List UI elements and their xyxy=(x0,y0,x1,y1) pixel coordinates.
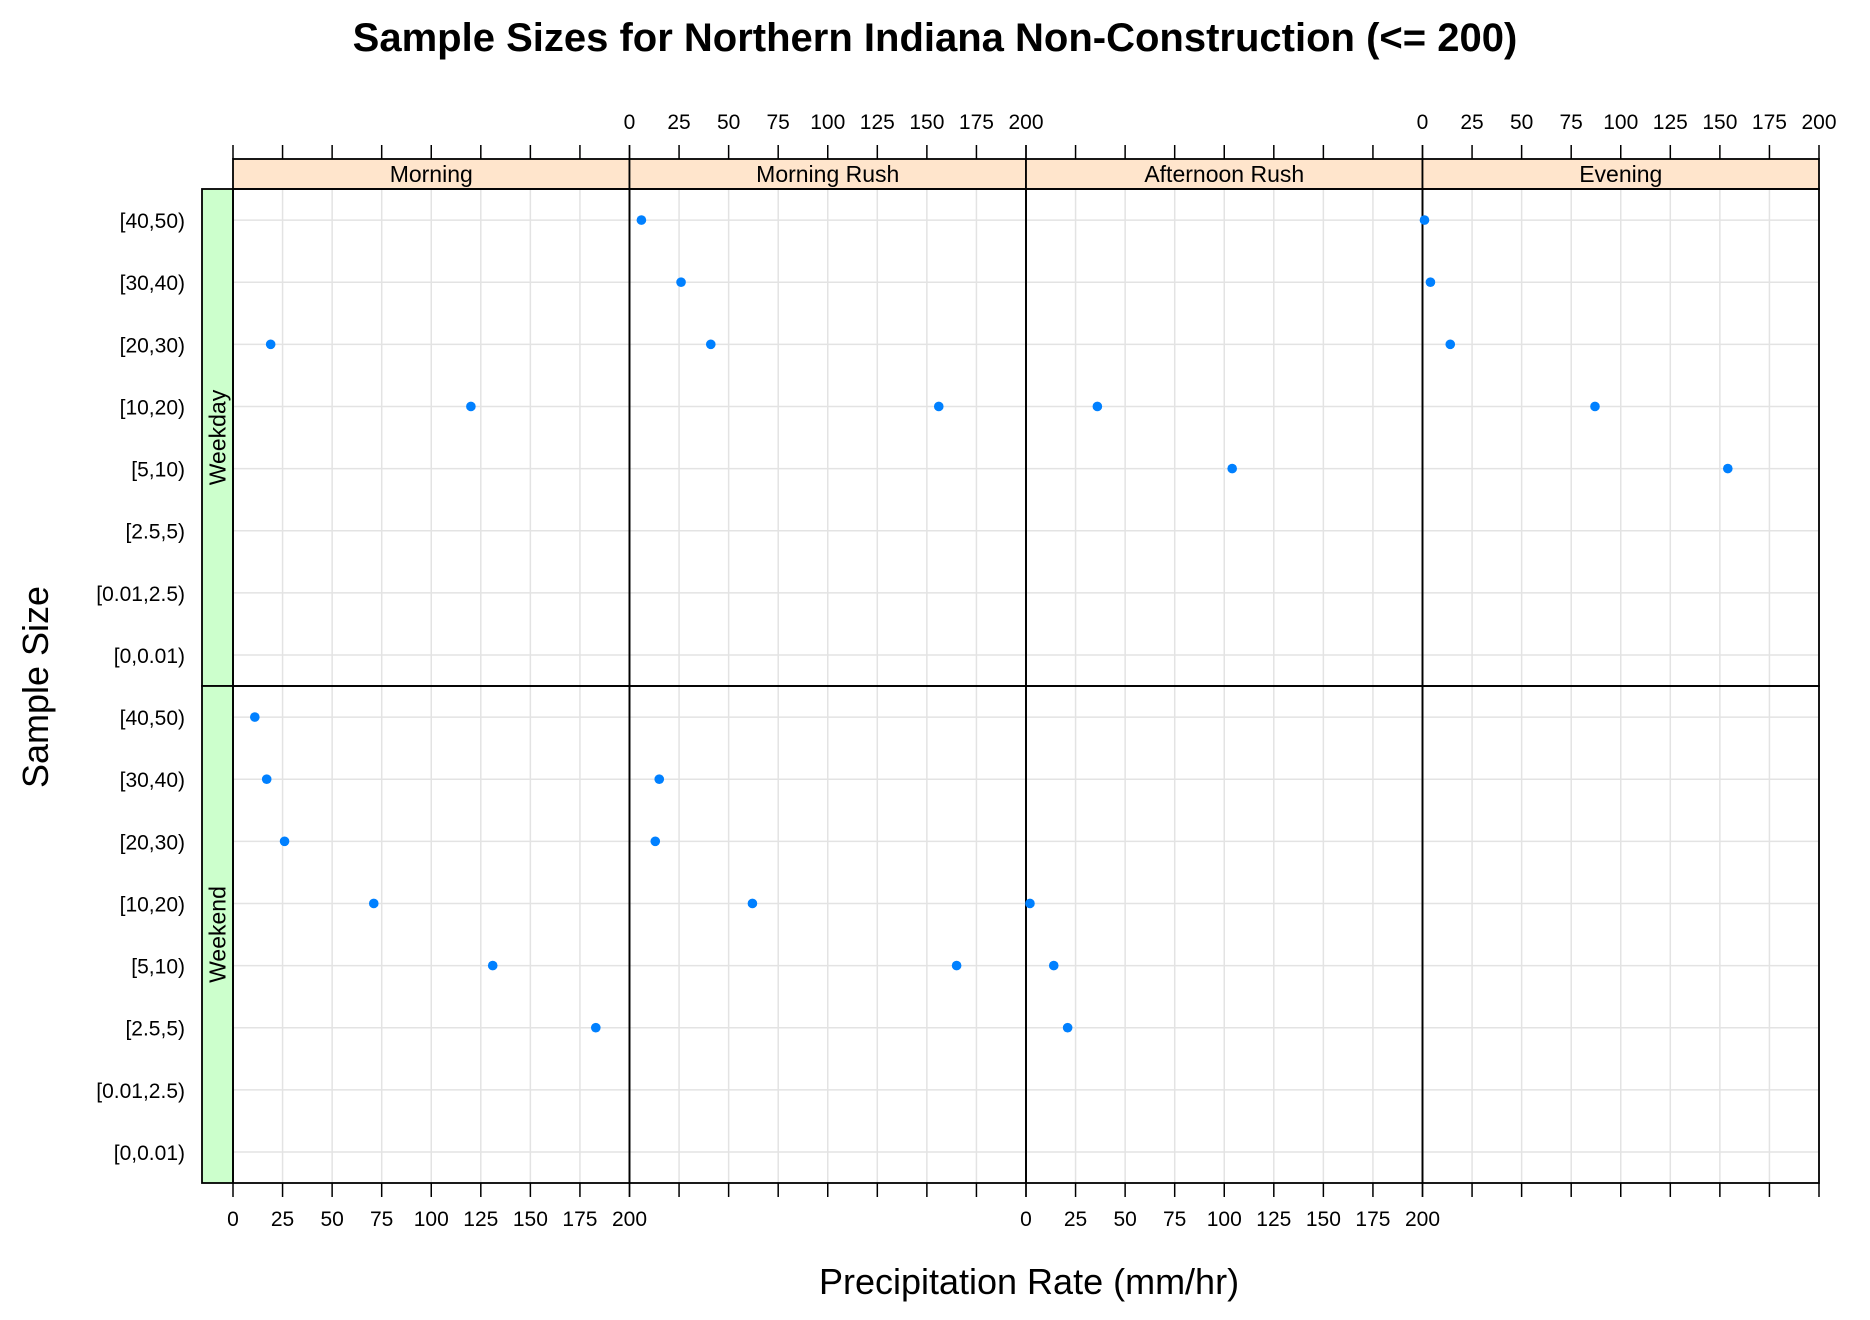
x-tick-label: 200 xyxy=(612,1208,647,1231)
y-tick-label: [5,10) xyxy=(131,956,185,979)
x-tick-label: 150 xyxy=(1702,111,1737,134)
x-tick-label: 100 xyxy=(810,111,845,134)
y-tick-label: [5,10) xyxy=(131,459,185,482)
row-strip-label: Weekend xyxy=(205,886,231,983)
x-tick-label: 0 xyxy=(624,111,636,134)
x-tick-label: 125 xyxy=(1653,111,1688,134)
y-tick-label: [2.5,5) xyxy=(125,521,185,544)
y-tick-label: [0,0.01) xyxy=(114,1142,185,1165)
x-tick-label: 175 xyxy=(1355,1208,1390,1231)
x-tick-label: 75 xyxy=(1560,111,1583,134)
column-strip-label: Morning Rush xyxy=(756,161,899,187)
x-tick-label: 75 xyxy=(370,1208,393,1231)
column-strip xyxy=(628,158,1027,190)
data-point xyxy=(265,339,276,350)
y-tick-label: [2.5,5) xyxy=(125,1018,185,1041)
data-point xyxy=(676,277,686,287)
data-point xyxy=(1092,401,1103,412)
x-tick-label: 50 xyxy=(1510,111,1533,134)
data-point xyxy=(1445,339,1456,350)
column-strip xyxy=(232,158,631,190)
data-point xyxy=(250,712,260,722)
data-point xyxy=(1048,960,1059,971)
data-point xyxy=(650,836,661,847)
x-tick-label: 50 xyxy=(717,111,740,134)
column-strip-label: Evening xyxy=(1579,161,1662,187)
data-point xyxy=(487,960,498,971)
data-point xyxy=(933,401,944,412)
data-point xyxy=(368,898,379,909)
x-tick-label: 25 xyxy=(667,111,690,134)
x-tick-label: 0 xyxy=(1417,111,1429,134)
y-tick-label: [30,40) xyxy=(120,272,185,295)
x-tick-label: 150 xyxy=(1306,1208,1341,1231)
x-tick-label: 75 xyxy=(767,111,790,134)
data-point xyxy=(951,960,962,971)
y-tick-label: [0,0.01) xyxy=(114,645,185,668)
y-tick-label: [10,20) xyxy=(120,893,185,916)
column-strip-label: Morning xyxy=(390,161,473,187)
chart-title: Sample Sizes for Northern Indiana Non-Co… xyxy=(353,16,1518,60)
x-tick-label: 200 xyxy=(1801,111,1836,134)
data-point xyxy=(636,215,647,225)
data-point xyxy=(590,1022,601,1033)
plot-area: Morning Morning Rush Afternoon Rush Evening… xyxy=(96,111,1836,1231)
data-point xyxy=(654,774,665,784)
data-point xyxy=(1419,215,1430,225)
y-tick-label: [10,20) xyxy=(120,396,185,419)
y-tick-label: [40,50) xyxy=(120,707,185,730)
y-tick-label: [0.01,2.5) xyxy=(96,583,185,606)
data-point xyxy=(1025,898,1035,909)
y-tick-label: [0.01,2.5) xyxy=(96,1080,185,1103)
x-tick-label: 25 xyxy=(271,1208,294,1231)
data-point xyxy=(1062,1022,1073,1033)
data-point xyxy=(466,401,476,412)
data-point xyxy=(261,774,272,784)
data-point xyxy=(705,339,716,350)
y-axis-title: Sample Size xyxy=(15,586,56,788)
x-tick-label: 175 xyxy=(1752,111,1787,134)
data-point xyxy=(747,898,758,909)
x-tick-label: 25 xyxy=(1064,1208,1087,1231)
x-tick-label: 200 xyxy=(1008,111,1043,134)
y-tick-label: [30,40) xyxy=(120,769,185,792)
row-strip-label: Weekday xyxy=(205,389,231,485)
data-point xyxy=(1425,277,1436,287)
data-point xyxy=(1723,463,1733,474)
row-strip xyxy=(201,685,234,1184)
x-tick-label: 100 xyxy=(1207,1208,1242,1231)
column-strip-label: Afternoon Rush xyxy=(1144,161,1304,187)
data-point xyxy=(1590,401,1600,412)
x-tick-label: 75 xyxy=(1163,1208,1186,1231)
x-tick-label: 0 xyxy=(227,1208,239,1231)
x-tick-label: 150 xyxy=(513,1208,548,1231)
y-tick-label: [40,50) xyxy=(120,210,185,233)
x-tick-label: 0 xyxy=(1020,1208,1032,1231)
x-axis-title: Precipitation Rate (mm/hr) xyxy=(819,1261,1239,1302)
x-tick-label: 175 xyxy=(959,111,994,134)
x-tick-label: 25 xyxy=(1460,111,1483,134)
x-tick-label: 175 xyxy=(562,1208,597,1231)
data-point xyxy=(1227,463,1237,474)
data-point xyxy=(279,836,290,847)
x-tick-label: 100 xyxy=(414,1208,449,1231)
x-tick-label: 125 xyxy=(463,1208,498,1231)
x-tick-label: 200 xyxy=(1405,1208,1440,1231)
y-tick-label: [20,30) xyxy=(120,831,185,854)
x-tick-label: 150 xyxy=(909,111,944,134)
x-tick-label: 125 xyxy=(1256,1208,1291,1231)
x-tick-label: 50 xyxy=(320,1208,343,1231)
x-tick-label: 100 xyxy=(1603,111,1638,134)
x-tick-label: 50 xyxy=(1113,1208,1136,1231)
y-tick-label: [20,30) xyxy=(120,334,185,357)
x-tick-label: 125 xyxy=(860,111,895,134)
